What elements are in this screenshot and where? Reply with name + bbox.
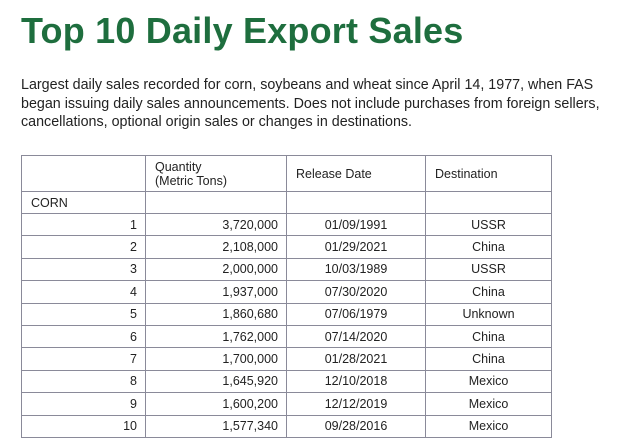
destination-cell: Mexico bbox=[425, 369, 552, 394]
rank-cell: 3 bbox=[21, 257, 146, 282]
quantity-cell: 1,600,200 bbox=[145, 392, 287, 416]
section-empty-cell bbox=[286, 191, 426, 214]
quantity-cell: 1,762,000 bbox=[145, 324, 287, 349]
table-row: 9 1,600,200 12/12/2019 Mexico bbox=[21, 392, 552, 416]
rank-cell: 5 bbox=[21, 302, 146, 326]
release-date-cell: 12/10/2018 bbox=[286, 369, 426, 394]
quantity-cell: 3,720,000 bbox=[145, 212, 287, 237]
table-row: 6 1,762,000 07/14/2020 China bbox=[21, 324, 552, 349]
rank-cell: 1 bbox=[21, 212, 146, 237]
quantity-cell: 1,700,000 bbox=[145, 347, 287, 371]
destination-cell: USSR bbox=[425, 257, 552, 282]
header-quantity-line2: (Metric Tons) bbox=[155, 173, 228, 188]
rank-cell: 2 bbox=[21, 235, 146, 259]
section-empty-cell bbox=[425, 191, 552, 214]
export-sales-table: Quantity (Metric Tons) Release Date Dest… bbox=[21, 155, 552, 438]
release-date-cell: 01/28/2021 bbox=[286, 347, 426, 371]
destination-cell: Unknown bbox=[425, 302, 552, 326]
table-header-row: Quantity (Metric Tons) Release Date Dest… bbox=[21, 155, 552, 192]
quantity-cell: 2,108,000 bbox=[145, 235, 287, 259]
release-date-cell: 12/12/2019 bbox=[286, 392, 426, 416]
release-date-cell: 07/14/2020 bbox=[286, 324, 426, 349]
destination-cell: China bbox=[425, 280, 552, 304]
section-row: CORN bbox=[21, 191, 552, 214]
section-empty-cell bbox=[145, 191, 287, 214]
intro-paragraph: Largest daily sales recorded for corn, s… bbox=[21, 77, 600, 130]
release-date-cell: 09/28/2016 bbox=[286, 414, 426, 438]
header-quantity-line1: Quantity bbox=[155, 159, 202, 174]
table-row: 5 1,860,680 07/06/1979 Unknown bbox=[21, 302, 552, 326]
table-body: Quantity (Metric Tons) Release Date Dest… bbox=[21, 155, 552, 438]
quantity-cell: 2,000,000 bbox=[145, 257, 287, 282]
header-destination: Destination bbox=[425, 155, 552, 192]
quantity-cell: 1,937,000 bbox=[145, 280, 287, 304]
header-release-date: Release Date bbox=[286, 155, 426, 192]
table-row: 4 1,937,000 07/30/2020 China bbox=[21, 280, 552, 304]
quantity-cell: 1,577,340 bbox=[145, 414, 287, 438]
rank-cell: 8 bbox=[21, 369, 146, 394]
header-quantity: Quantity (Metric Tons) bbox=[145, 155, 287, 192]
rank-cell: 7 bbox=[21, 347, 146, 371]
destination-cell: Mexico bbox=[425, 414, 552, 438]
quantity-cell: 1,645,920 bbox=[145, 369, 287, 394]
page-title: Top 10 Daily Export Sales bbox=[21, 10, 464, 51]
release-date-cell: 01/09/1991 bbox=[286, 212, 426, 237]
table-row: 2 2,108,000 01/29/2021 China bbox=[21, 235, 552, 259]
table-row: 8 1,645,920 12/10/2018 Mexico bbox=[21, 369, 552, 394]
release-date-cell: 07/06/1979 bbox=[286, 302, 426, 326]
table-row: 1 3,720,000 01/09/1991 USSR bbox=[21, 212, 552, 237]
rank-cell: 9 bbox=[21, 392, 146, 416]
rank-cell: 10 bbox=[21, 414, 146, 438]
destination-cell: USSR bbox=[425, 212, 552, 237]
table-row: 3 2,000,000 10/03/1989 USSR bbox=[21, 257, 552, 282]
header-rank-cell bbox=[21, 155, 146, 192]
destination-cell: Mexico bbox=[425, 392, 552, 416]
section-label: CORN bbox=[21, 191, 146, 214]
destination-cell: China bbox=[425, 235, 552, 259]
release-date-cell: 01/29/2021 bbox=[286, 235, 426, 259]
destination-cell: China bbox=[425, 347, 552, 371]
rank-cell: 6 bbox=[21, 324, 146, 349]
table-row: 7 1,700,000 01/28/2021 China bbox=[21, 347, 552, 371]
rank-cell: 4 bbox=[21, 280, 146, 304]
release-date-cell: 10/03/1989 bbox=[286, 257, 426, 282]
release-date-cell: 07/30/2020 bbox=[286, 280, 426, 304]
quantity-cell: 1,860,680 bbox=[145, 302, 287, 326]
table-row: 10 1,577,340 09/28/2016 Mexico bbox=[21, 414, 552, 438]
destination-cell: China bbox=[425, 324, 552, 349]
